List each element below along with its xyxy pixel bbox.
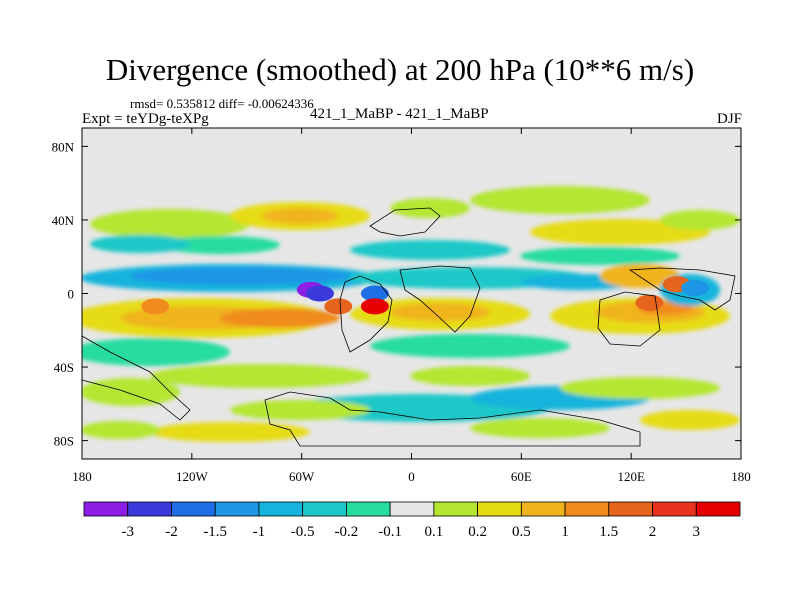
colorbar-swatch <box>302 501 347 517</box>
season-label: DJF <box>716 111 742 127</box>
field-blob <box>600 264 680 288</box>
y-tick-label: 40S <box>54 360 74 375</box>
field-blob <box>370 334 570 358</box>
colorbar-swatch <box>214 501 260 517</box>
x-tick-label: 120E <box>617 469 645 484</box>
field-blob <box>150 422 310 442</box>
x-tick-label: 60W <box>289 469 315 484</box>
axes: 180 120W 60W 0 60E 120E 180 80N 40N 0 40S 80S <box>52 128 751 484</box>
colorbar-label: 1.5 <box>599 524 618 540</box>
y-tick-label: 40N <box>52 213 75 228</box>
field-blob <box>410 366 530 386</box>
contour-field <box>82 128 741 459</box>
field-blob <box>530 219 710 245</box>
colorbar-swatch <box>171 501 216 517</box>
stats-text: rmsd= 0.535812 diff= -0.00624336 <box>130 96 314 111</box>
y-tick-label: 80S <box>54 434 74 449</box>
colorbar-swatch <box>477 501 522 517</box>
experiment-text: Expt = teYDg-teXPg <box>82 111 209 127</box>
field-extremum <box>360 285 389 302</box>
coastline <box>82 335 191 421</box>
field-blob <box>90 209 250 239</box>
colorbar-swatch <box>389 501 435 517</box>
field-extremum <box>681 279 710 296</box>
y-tick-label: 80N <box>52 139 75 154</box>
colorbar-label: 2 <box>649 524 657 540</box>
y-tick-label: 0 <box>68 287 75 302</box>
x-tick-label: 180 <box>731 469 751 484</box>
colorbar-label: 3 <box>693 524 701 540</box>
chart-title: Divergence (smoothed) at 200 hPa (10**6 … <box>105 52 695 87</box>
coastline <box>339 275 393 353</box>
colorbar-label: -0.1 <box>378 524 402 540</box>
field-blob <box>350 240 510 260</box>
field-blob <box>262 208 338 224</box>
colorbar-swatch <box>652 501 697 517</box>
colorbar-label: -1 <box>253 524 266 540</box>
x-tick-label: 180 <box>72 469 92 484</box>
colorbar-swatch <box>127 501 172 517</box>
colorbar-label: 1 <box>561 524 569 540</box>
field-blob <box>220 308 340 328</box>
x-tick-label: 60E <box>511 469 532 484</box>
field-blob <box>82 421 160 439</box>
coastlines <box>82 207 736 447</box>
colorbar: -3 -2 -1.5 -1 -0.5 -0.2 -0.1 0.1 0.2 0.5 1 1.5 2 3 <box>83 501 741 540</box>
colorbar-label: 0.1 <box>424 524 443 540</box>
colorbar-label: -0.5 <box>291 524 315 540</box>
field-blob <box>82 378 180 406</box>
field-blob <box>470 418 610 438</box>
field-extremum <box>305 285 334 302</box>
coastline <box>399 265 481 333</box>
field-blob <box>160 236 280 254</box>
field-blob <box>560 377 720 399</box>
colorbar-swatch <box>345 501 391 517</box>
field-blob <box>230 400 370 420</box>
colorbar-label: -1.5 <box>203 524 227 540</box>
coastline <box>369 207 441 237</box>
field-extremum <box>360 298 389 315</box>
field-blob <box>470 186 650 214</box>
field-blob <box>130 267 350 285</box>
field-blob <box>150 364 370 388</box>
coastline <box>264 391 641 447</box>
x-tick-label: 0 <box>408 469 415 484</box>
colorbar-swatch <box>695 501 741 517</box>
field-blob <box>640 410 740 430</box>
colorbar-label: 0.2 <box>468 524 487 540</box>
coastline <box>597 291 661 347</box>
colorbar-label: 0.5 <box>512 524 531 540</box>
field-extremum <box>324 298 353 315</box>
colorbar-label: -0.2 <box>335 524 359 540</box>
field-extremum <box>635 294 664 311</box>
colorbar-swatch <box>520 501 566 517</box>
field-extremum <box>141 298 170 315</box>
colorbar-swatch <box>433 501 479 517</box>
colorbar-swatch <box>83 501 129 517</box>
field-blob <box>660 210 740 230</box>
colorbar-label: -3 <box>121 524 134 540</box>
case-text: 421_1_MaBP - 421_1_MaBP <box>310 106 489 122</box>
field-blob <box>82 338 230 366</box>
field-blob <box>390 303 490 321</box>
colorbar-swatch <box>608 501 653 517</box>
x-tick-label: 120W <box>176 469 209 484</box>
coastline <box>628 267 736 311</box>
field-blob <box>90 235 190 253</box>
colorbar-swatch <box>564 501 610 517</box>
colorbar-swatch <box>258 501 304 517</box>
colorbar-label: -2 <box>165 524 178 540</box>
field-blob <box>520 247 680 265</box>
